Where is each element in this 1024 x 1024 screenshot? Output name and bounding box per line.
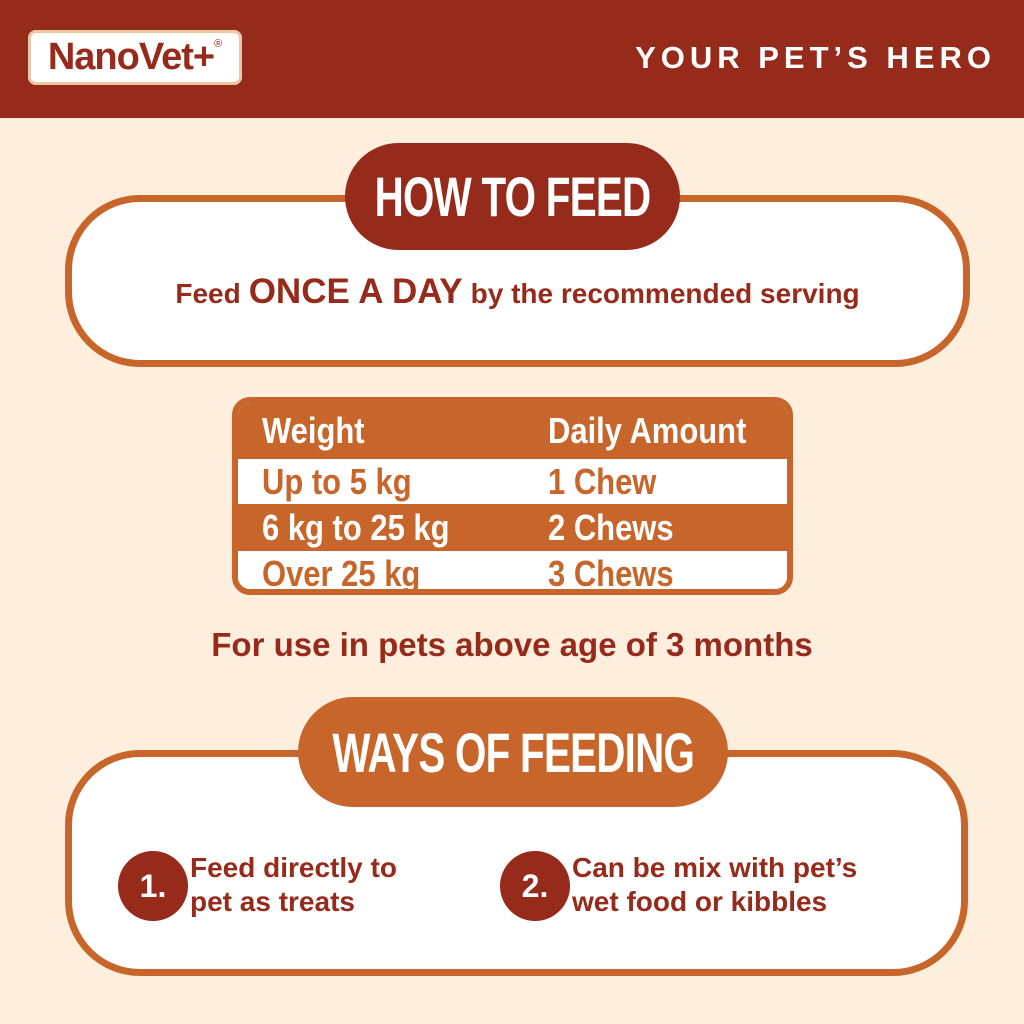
table-cell: 3 Chews <box>548 552 674 594</box>
instruction-text: by the recommended serving <box>470 278 860 309</box>
step-number: 2. <box>500 851 570 921</box>
table-cell: Weight <box>262 410 365 451</box>
step-text: Can be mix with pet’s wet food or kibbles <box>572 851 857 919</box>
how-to-feed-pill: HOW TO FEED <box>345 143 680 250</box>
logo-text: NanoVet+ <box>47 36 215 78</box>
step-line: wet food or kibbles <box>572 886 828 917</box>
step-line: pet as treats <box>190 886 355 917</box>
section-title: WAYS OF FEEDING <box>332 720 695 784</box>
logo-mark: ® <box>214 38 223 50</box>
tagline: YOUR PET’S HERO <box>635 40 996 75</box>
table-cell: Up to 5 kg <box>262 460 412 502</box>
ways-pill: WAYS OF FEEDING <box>298 697 728 807</box>
table-cell: Daily Amount <box>548 410 747 451</box>
step-text: Feed directly to pet as treats <box>190 851 397 919</box>
table-cell: 6 kg to 25 kg <box>262 506 450 548</box>
step-line: Feed directly to <box>190 852 397 883</box>
instruction-text: Feed <box>175 278 241 309</box>
serving-table: Weight Daily Amount Up to 5 kg 1 Chew 6 kg t… <box>232 397 793 595</box>
step-number: 1. <box>118 851 188 921</box>
logo: NanoVet+ ® <box>28 30 242 85</box>
age-note: For use in pets above age of 3 months <box>211 626 813 663</box>
table-row: Over 25 kg 3 Chews <box>238 551 787 594</box>
table-cell: 2 Chews <box>548 506 674 548</box>
instruction-emphasis: ONCE A DAY <box>248 272 463 311</box>
table-cell: 1 Chew <box>548 460 657 502</box>
section-title: HOW TO FEED <box>374 165 652 228</box>
instruction: Feed ONCE A DAY by the recommended serving <box>65 272 970 312</box>
table-row: Weight Daily Amount <box>238 403 787 459</box>
table-row: Up to 5 kg 1 Chew <box>238 459 787 504</box>
table-row: 6 kg to 25 kg 2 Chews <box>238 504 787 551</box>
table-cell: Over 25 kg <box>262 552 421 594</box>
step-line: Can be mix with pet’s <box>572 852 858 883</box>
